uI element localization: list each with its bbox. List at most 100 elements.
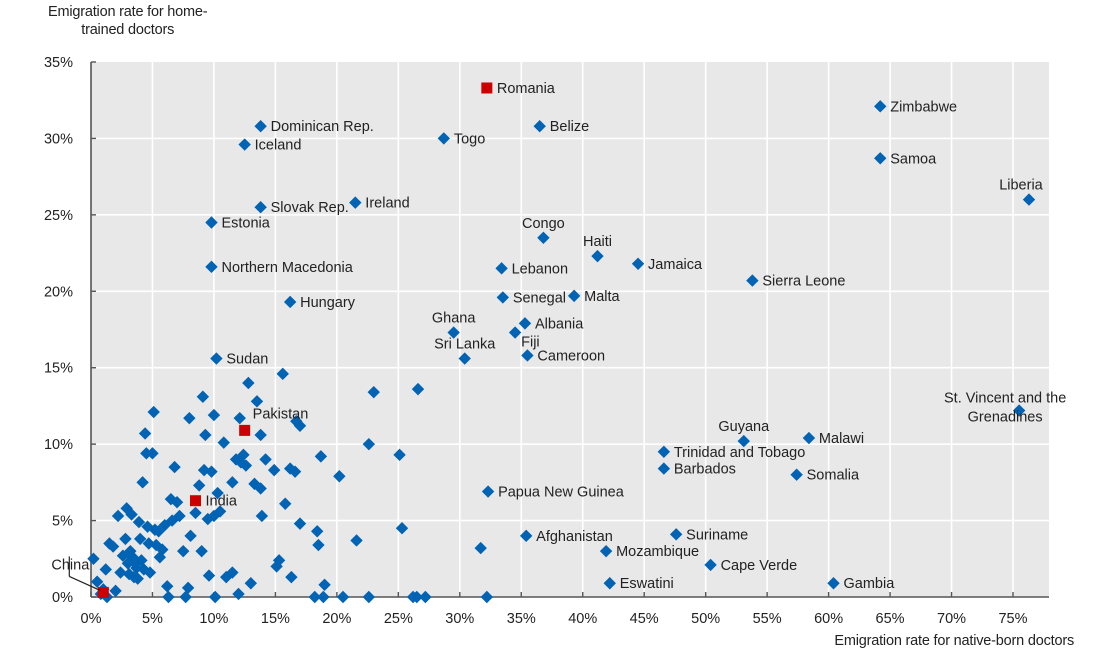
y-tick-label: 0% xyxy=(52,590,73,606)
data-point xyxy=(333,470,346,483)
data-point xyxy=(202,569,216,582)
data-point xyxy=(232,587,245,601)
data-point xyxy=(207,408,221,422)
data-point xyxy=(152,525,165,538)
data-point xyxy=(147,405,160,419)
data-point-jamaica xyxy=(631,257,645,270)
data-point xyxy=(318,578,331,591)
data-point xyxy=(196,390,210,403)
data-point-sudan xyxy=(210,352,223,365)
data-point-barbados xyxy=(657,462,671,475)
data-point-suriname xyxy=(669,528,683,541)
data-point-ireland xyxy=(349,196,362,209)
x-tick-label: 55% xyxy=(753,611,782,627)
y-tick-label: 30% xyxy=(44,131,73,147)
data-point-fiji xyxy=(508,326,522,339)
data-point xyxy=(138,427,152,440)
data-point-mozambique xyxy=(599,544,613,558)
point-label: Liberia xyxy=(999,178,1043,194)
data-point xyxy=(141,520,154,533)
data-point xyxy=(317,590,330,604)
data-point-lebanon xyxy=(495,262,508,275)
x-tick-label: 70% xyxy=(937,611,966,627)
y-tick-label: 20% xyxy=(44,284,73,300)
point-label: Suriname xyxy=(686,527,748,543)
x-tick-label: 45% xyxy=(630,611,659,627)
data-point xyxy=(156,543,169,556)
x-tick-label: 35% xyxy=(507,611,536,627)
data-point xyxy=(367,385,380,399)
data-point xyxy=(170,496,184,509)
annotation-leader-line xyxy=(69,575,101,591)
data-point-iceland xyxy=(238,138,251,151)
tick-labels: 0% 5% 10% 15% 20% 25% 30% 35% 0% 5% 10% 15% 20% 25% 30… xyxy=(44,55,1028,627)
data-point-papua-new-guinea xyxy=(481,485,495,498)
data-point xyxy=(111,509,125,523)
data-point-guyana xyxy=(737,434,750,448)
point-label: Eswatini xyxy=(620,576,674,592)
data-point-congo xyxy=(537,231,550,244)
point-label: Jamaica xyxy=(648,257,703,273)
data-point xyxy=(242,376,255,390)
y-tick-label: 25% xyxy=(44,208,73,224)
data-point xyxy=(205,465,218,478)
data-point xyxy=(244,577,258,590)
x-tick-label: 60% xyxy=(814,611,843,627)
point-label: Zimbabwe xyxy=(890,99,957,115)
axes xyxy=(90,61,1049,598)
data-point xyxy=(162,590,175,604)
data-point xyxy=(109,584,122,598)
data-point xyxy=(233,411,246,425)
data-point-eswatini xyxy=(603,577,616,590)
data-point xyxy=(308,590,321,604)
data-point xyxy=(125,508,138,521)
y-tick-label: 5% xyxy=(52,514,73,530)
data-point xyxy=(226,566,239,579)
data-point xyxy=(411,382,425,396)
data-point xyxy=(106,540,120,553)
data-point-estonia xyxy=(205,216,218,229)
point-label: Lebanon xyxy=(512,261,568,277)
data-point-liberia xyxy=(1022,193,1036,206)
data-point-malta xyxy=(567,289,581,303)
data-point-northern-macedonia xyxy=(205,260,218,274)
data-point xyxy=(131,572,144,585)
data-point-hungary xyxy=(283,295,297,309)
y-tick-label: 10% xyxy=(44,437,73,453)
point-label: Malta xyxy=(584,289,620,305)
data-point xyxy=(226,476,239,489)
data-point xyxy=(153,551,167,564)
point-label: Senegal xyxy=(513,290,566,306)
point-label: Slovak Rep. xyxy=(271,200,349,216)
data-point xyxy=(220,570,233,584)
data-point xyxy=(288,465,302,478)
gridlines xyxy=(91,62,1049,597)
point-label: Fiji xyxy=(521,335,540,351)
point-label: Cameroon xyxy=(537,348,605,364)
data-point-senegal xyxy=(496,291,510,304)
data-point-malawi xyxy=(802,431,816,445)
data-point xyxy=(293,517,307,530)
point-label: Trinidad and Tobago xyxy=(674,445,805,461)
data-point-cape-verde xyxy=(704,558,717,572)
data-point-samoa xyxy=(874,152,887,165)
point-label: Haiti xyxy=(583,234,612,250)
data-point xyxy=(116,549,130,562)
data-point-india xyxy=(189,495,201,507)
data-point xyxy=(208,590,222,604)
data-point xyxy=(312,538,325,552)
data-point xyxy=(255,509,269,523)
data-point xyxy=(314,450,328,463)
y-tick-label: 15% xyxy=(44,361,73,377)
y-axis-title: Emigration rate for home- trained doctor… xyxy=(48,3,208,39)
point-label: Mozambique xyxy=(616,544,699,560)
data-point xyxy=(480,590,494,604)
data-point-haiti xyxy=(591,249,604,263)
data-point xyxy=(272,554,286,567)
data-point xyxy=(192,479,206,492)
data-point xyxy=(179,590,192,604)
point-label: Afghanistan xyxy=(536,529,613,545)
point-label: Estonia xyxy=(221,216,270,232)
x-tick-label: 75% xyxy=(998,611,1027,627)
data-point xyxy=(213,505,227,518)
